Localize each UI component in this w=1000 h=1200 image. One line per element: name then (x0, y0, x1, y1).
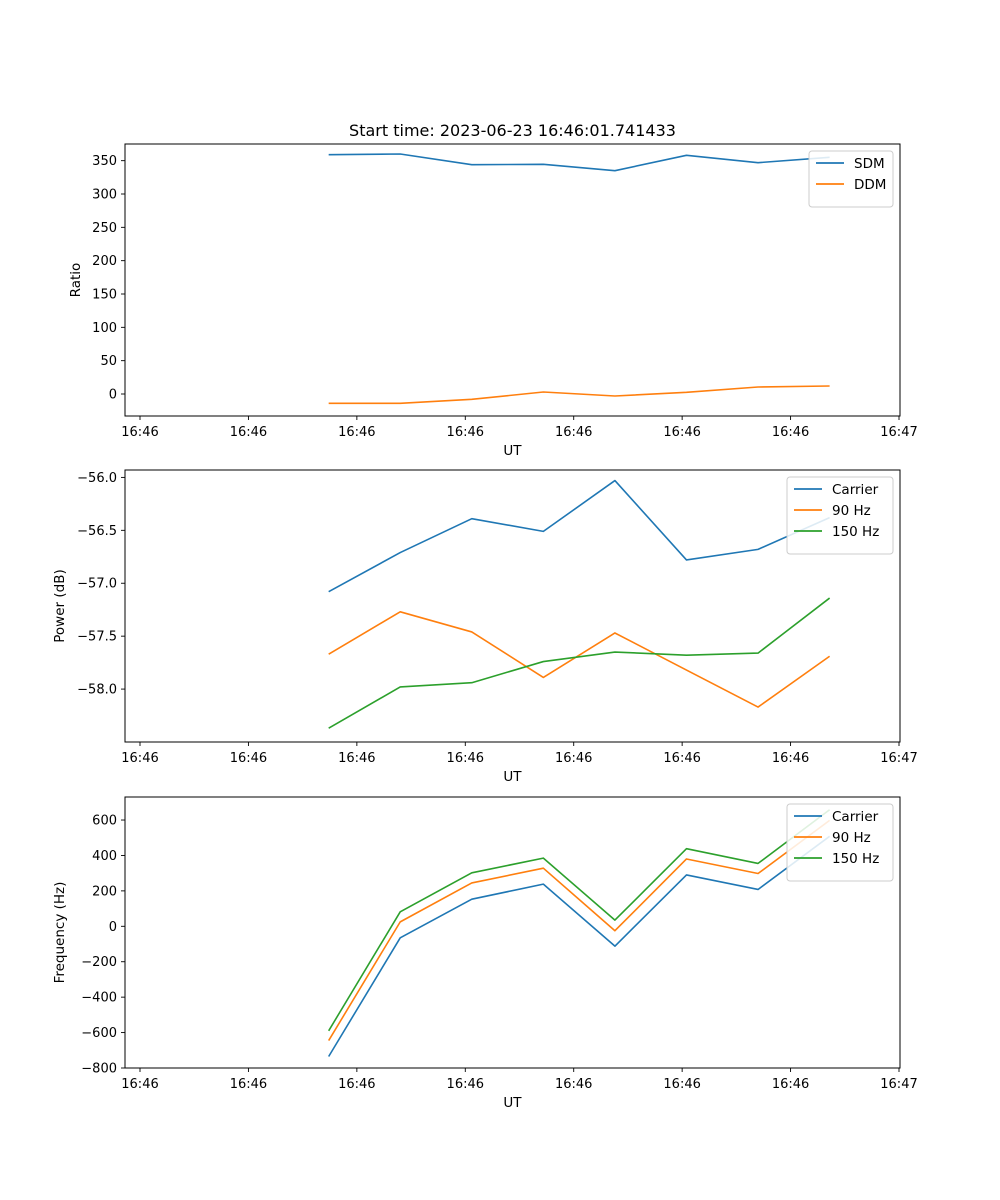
chart-panel-1: 16:46 16:46 16:46 16:46 16:46 16:46 16:46 16:47… (68, 143, 918, 459)
x-tick-label: 16:46 (338, 751, 375, 766)
y-tick-label: −400 (81, 991, 117, 1006)
y-tick-label: −56.5 (77, 524, 117, 539)
legend-label: DDM (854, 177, 886, 193)
legend-label: Carrier (832, 482, 879, 498)
x-axis-label: UT (503, 1095, 522, 1111)
x-tick-label: 16:46 (772, 1077, 809, 1092)
y-tick-label: 100 (92, 321, 117, 336)
legend: Carrier 90 Hz 150 Hz (786, 476, 894, 555)
y-tick-label: 150 (92, 288, 117, 303)
legend-box (808, 150, 894, 208)
legend: SDM DDM (808, 150, 894, 208)
x-axis-label: UT (503, 443, 522, 459)
y-tick-label: 50 (100, 354, 117, 369)
chart-panel-2: 16:46 16:46 16:46 16:46 16:46 16:46 16:46 16:47… (52, 469, 918, 785)
x-tick-label: 16:46 (663, 425, 700, 440)
x-tick-label: 16:46 (121, 1077, 158, 1092)
x-tick-label: 16:46 (121, 425, 158, 440)
series-line-1 (328, 153, 830, 172)
x-tick-label: 16:46 (663, 1077, 700, 1092)
y-tick-label: 250 (92, 221, 117, 236)
y-axis-label: Frequency (Hz) (52, 882, 68, 984)
y-axis-label: Power (dB) (52, 569, 68, 642)
legend-box (786, 476, 894, 555)
x-tick-label: 16:46 (663, 751, 700, 766)
y-tick-label: 600 (92, 814, 117, 829)
x-tick-label: 16:46 (447, 751, 484, 766)
legend-label: SDM (854, 156, 885, 172)
x-tick-label: 16:47 (880, 1077, 917, 1092)
legend-label: 150 Hz (832, 851, 879, 867)
x-axis-label: UT (503, 769, 522, 785)
axes-frame (124, 796, 901, 1069)
y-tick-label: −57.0 (77, 577, 117, 592)
series-line-2 (327, 819, 831, 1041)
legend-label: 90 Hz (832, 503, 871, 519)
series-line-3 (328, 597, 831, 729)
series-line-3 (327, 809, 831, 1032)
panels: 16:46 16:46 16:46 16:46 16:46 16:46 16:46 16:47… (52, 143, 918, 1111)
y-tick-label: 400 (92, 849, 117, 864)
x-tick-label: 16:46 (338, 425, 375, 440)
x-tick-label: 16:46 (230, 751, 267, 766)
legend-box (786, 803, 894, 882)
y-tick-label: −200 (81, 955, 117, 970)
x-tick-label: 16:46 (230, 1077, 267, 1092)
y-tick-label: −800 (81, 1062, 117, 1077)
y-tick-label: −600 (81, 1026, 117, 1041)
y-tick-label: −56.0 (77, 471, 117, 486)
y-tick-label: −58.0 (77, 683, 117, 698)
x-tick-label: 16:46 (230, 425, 267, 440)
legend-label: Carrier (832, 809, 879, 825)
y-tick-label: 200 (92, 254, 117, 269)
x-tick-label: 16:46 (772, 425, 809, 440)
x-tick-label: 16:46 (338, 1077, 375, 1092)
chart-panel-3: 16:46 16:46 16:46 16:46 16:46 16:46 16:46 16:47… (52, 796, 918, 1111)
chart-title: Start time: 2023-06-23 16:46:01.741433 (349, 121, 676, 140)
x-tick-label: 16:46 (555, 1077, 592, 1092)
x-tick-label: 16:46 (555, 751, 592, 766)
y-tick-label: −57.5 (77, 630, 117, 645)
y-axis-label: Ratio (68, 263, 84, 298)
legend-label: 150 Hz (832, 524, 879, 540)
series-line-2 (328, 611, 831, 708)
y-tick-label: 200 (92, 884, 117, 899)
x-tick-label: 16:47 (880, 425, 917, 440)
x-tick-label: 16:47 (880, 751, 917, 766)
y-tick-label: 300 (92, 188, 117, 203)
series-line-1 (327, 835, 831, 1057)
x-tick-label: 16:46 (447, 1077, 484, 1092)
x-tick-label: 16:46 (555, 425, 592, 440)
x-tick-label: 16:46 (772, 751, 809, 766)
legend: Carrier 90 Hz 150 Hz (786, 803, 894, 882)
series-line-2 (328, 385, 830, 405)
y-tick-label: 350 (92, 154, 117, 169)
x-tick-label: 16:46 (121, 751, 158, 766)
series-line-1 (328, 479, 830, 593)
axes-frame (124, 469, 901, 743)
y-tick-label: 0 (109, 920, 117, 935)
y-tick-label: 0 (109, 388, 117, 403)
legend-label: 90 Hz (832, 830, 871, 846)
x-tick-label: 16:46 (447, 425, 484, 440)
axes-frame (124, 143, 901, 417)
